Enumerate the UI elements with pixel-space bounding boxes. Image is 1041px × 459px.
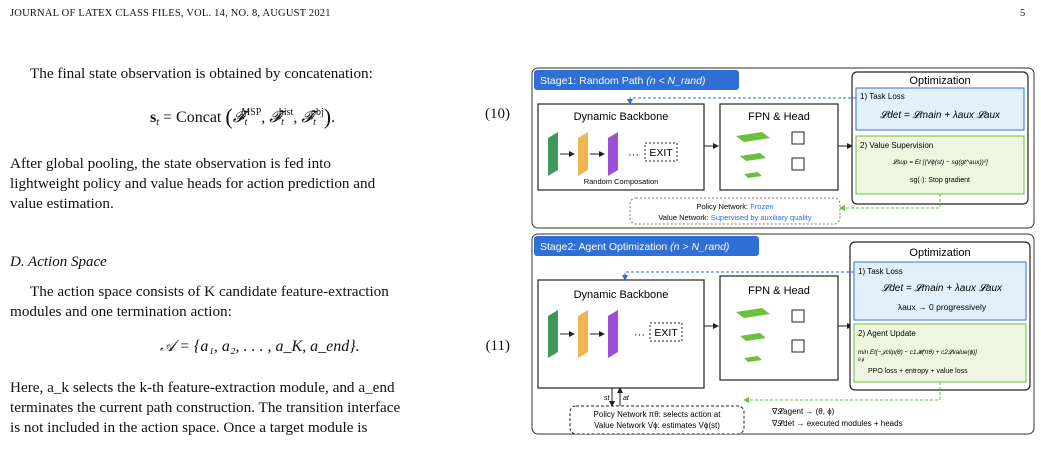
stage2-agent-sub: θ,ϕ [858,357,865,362]
stage1-value-note: Value Network: Supervised by auxiliary q… [658,213,812,222]
stage1-composition: Random Composation [584,177,659,186]
eq11-number: (11) [485,338,510,354]
eq10-s: s [150,109,157,126]
grad-det: ∇𝓛det → executed modules + heads [771,418,903,428]
stage2-ppo: PPO loss + entropy + value loss [868,368,968,375]
para3-line2: modules and one termination action: [10,303,232,320]
stage2-task-loss: 1) Task Loss [858,267,903,276]
stage2-fpn-layers [736,308,805,362]
stage1-value-box [855,135,1025,195]
stage2-exit: EXIT [654,327,678,339]
stage2-backbone-label: Dynamic Backbone [574,289,669,301]
para4-line3: is not included in the action space. Onc… [10,419,368,436]
stage2-title-bar [534,236,759,256]
stage2-exit-box [649,322,683,342]
paragraph-4: Here, a_k selects the k-th feature-extra… [10,378,510,438]
equation-11: 𝒜 = {a₁, a₂, . . . , a_K, a_end}. (11) [10,338,510,362]
para2-line3: value estimation. [10,195,114,212]
equation-10: st = Concat (𝓕tMSP, 𝓕thist, 𝓕tobj). (10) [10,100,510,130]
stage2-agent-box [853,323,1027,383]
stage1-value-sup: 2) Value Supervision [860,141,933,150]
stage1-value-eq: 𝓛sup = Et [(Vϕ(st) − sg(gt^aux))²] [892,159,988,166]
stage2-feedback-green [743,382,941,403]
stage2-title: Stage2: Agent Optimization (n > N_rand) [540,241,729,253]
stage1-exit-box [644,142,678,162]
stage1-policy-note: Policy Network: Frozen [696,202,773,211]
stage2-agent-eq: min Et[−𝒥clip(θ) − c1𝓗(πθ) + c2𝓛value(ϕ)… [858,349,977,356]
grad-agent: ∇𝓛agent → (θ, ϕ) [771,406,835,416]
stage1-task-loss: 1) Task Loss [860,92,905,101]
paragraph-1: The final state observation is obtained … [30,65,373,82]
value-network-line: Value Network Vϕ: estimates Vϕ(st) [594,421,720,430]
stage1-title: Stage1: Random Path (n < N_rand) [540,75,706,87]
paragraph-3: The action space consists of K candidate… [10,282,510,322]
stage1-task-eq: 𝓛det = 𝓛main + λaux 𝓛aux [880,110,1001,121]
equation-10-body: st = Concat (𝓕tMSP, 𝓕thist, 𝓕tobj). [150,104,336,129]
stage2-fpn-box [719,275,839,381]
framework-figure: Stage1: Random Path (n < N_rand) Dynamic… [531,67,1035,435]
para2-line1: After global pooling, the state observat… [10,155,331,172]
left-column: The final state observation is obtained … [10,64,510,84]
st-label: st [604,395,611,402]
stage2-ellipsis: ··· [634,329,645,341]
stage1-module-blocks [548,132,618,176]
eq10-number: (10) [485,106,510,122]
stage2-task-eq: 𝓛det = 𝓛main + λaux 𝓛aux [882,283,1003,294]
para4-line2: terminates the current path construction… [10,399,401,416]
stage1-ellipsis: ··· [628,149,639,161]
section-heading: D. Action Space [10,254,107,270]
stage2-task-loss-box [853,261,1027,321]
agent-network-box [569,405,745,435]
para2-line2: lightweight policy and value heads for a… [10,175,376,192]
stage1-task-loss-box [855,87,1025,131]
stage2-agent-update: 2) Agent Update [858,329,916,338]
stage1-opt-title: Optimization [909,75,970,87]
stage2-fpn-label: FPN & Head [748,285,810,297]
policy-network-line: Policy Network πθ: selects action at [594,410,722,419]
journal-header: JOURNAL OF LATEX CLASS FILES, VOL. 14, N… [10,8,331,19]
stage1-network-note [629,197,841,225]
para3-line1: The action space consists of K candidate… [30,283,389,300]
stage1-backbone-label: Dynamic Backbone [574,111,669,123]
stage1-fpn-box [719,103,839,191]
page-number: 5 [1020,8,1026,19]
stage1-stopgrad: sg(·): Stop gradient [910,177,970,184]
eq10-func: = Concat [163,109,222,126]
eq11-body: 𝒜 = {a₁, a₂, . . . , a_K, a_end}. [160,338,360,355]
stage1-title-bar [534,70,739,90]
stage1-feedback-blue [627,97,856,105]
stage2-feedback-blue [622,271,854,281]
stage1-fpn-layers [736,131,805,178]
at-label: at [623,395,630,402]
stage2-lambda-eq: λaux → 0 progressively [898,302,987,312]
para4-line1: Here, a_k selects the k-th feature-extra… [10,379,395,396]
stage1-fpn-label: FPN & Head [748,111,810,123]
paragraph-2: After global pooling, the state observat… [10,154,510,214]
stage1-exit: EXIT [649,147,673,159]
stage2-opt-title: Optimization [909,247,970,259]
stage1-feedback-green [839,194,941,211]
stage2-module-blocks [548,310,618,358]
